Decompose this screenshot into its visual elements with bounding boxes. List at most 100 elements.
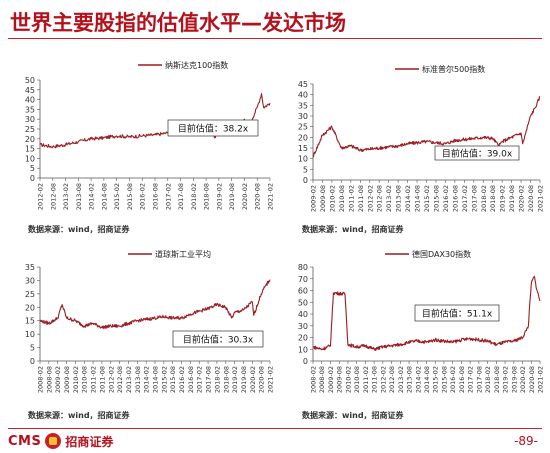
x-tick-label: 2017-02 [467, 366, 475, 393]
x-tick-label: 2014-02 [88, 183, 96, 210]
source-note-1: 数据来源：wind，招商证券 [302, 225, 404, 234]
x-tick-label: 2016-02 [442, 185, 450, 212]
chart-dow-jones: 0 5 10 15 20 25 30 35 2008-02 2008-08 2009-02 2009-… [8, 245, 278, 405]
brand-logo: CMS 招商证券 [8, 432, 113, 450]
chart-svg-2: 0 5 10 15 20 25 30 35 2008-02 2008-08 2009-02 2009-… [25, 249, 275, 393]
x-tick-label: 2019-08 [508, 185, 516, 212]
y-tick-label: 40 [298, 310, 308, 319]
x-tick-label: 2018-08 [493, 366, 501, 393]
valuation-label: 目前估值：38.2x [178, 123, 249, 135]
y-tick-label: 20 [298, 133, 308, 142]
x-tick-label: 2009-08 [319, 185, 327, 212]
x-tick-label: 2019-02 [499, 185, 507, 212]
x-tick-label: 2014-08 [414, 185, 422, 212]
x-tick-label: 2010-08 [338, 185, 346, 212]
y-tick-label: 0 [303, 176, 308, 185]
y-tick-label: 5 [303, 165, 308, 174]
y-tick-label: 0 [303, 357, 308, 366]
x-tick-label: 2020-02 [519, 366, 527, 393]
x-tick-label: 2016-08 [458, 366, 466, 393]
y-tick-label: 45 [298, 80, 308, 89]
x-tick-label: 2011-08 [371, 366, 379, 393]
x-tick-label: 2013-08 [406, 366, 414, 393]
x-tick-label: 2015-08 [432, 185, 440, 212]
y-tick-label: 25 [298, 123, 308, 132]
x-tick-label: 2015-08 [126, 183, 134, 210]
y-tick-label: 35 [298, 101, 308, 110]
page-title: 世界主要股指的估值水平—发达市场 [10, 11, 346, 35]
y-tick-label: 60 [298, 287, 308, 296]
y-tick-label: 20 [298, 334, 308, 343]
x-tick-label: 2020-02 [241, 183, 249, 210]
chart-sp500: 0 5 10 15 20 25 30 35 40 45 2009-02 2009-08 2010-02 2… [285, 62, 547, 222]
x-tick-label: 2016-08 [152, 183, 160, 210]
x-tick-label: 2012-02 [37, 183, 45, 210]
y-tick-label: 0 [30, 174, 35, 183]
y-tick-label: 10 [298, 345, 308, 354]
x-tick-label: 2014-02 [404, 185, 412, 212]
x-tick-label: 2013-02 [125, 366, 133, 393]
y-tick-label: 30 [25, 276, 35, 285]
legend-label: 道琼斯工业平均 [155, 249, 211, 259]
x-tick-label: 2020-08 [254, 183, 262, 210]
x-tick-label: 2019-08 [228, 183, 236, 210]
x-tick-label: 2008-02 [310, 366, 318, 393]
y-tick-label: 10 [298, 155, 308, 164]
x-tick-label: 2021-02 [537, 366, 545, 393]
valuation-box [172, 330, 264, 348]
valuation-box [167, 119, 259, 137]
y-tick-label: 15 [298, 144, 308, 153]
x-tick-label: 2015-02 [423, 185, 431, 212]
legend-label: 纳斯达克100指数 [165, 60, 228, 70]
x-tick-label: 2016-08 [187, 366, 195, 393]
x-tick-label: 2013-02 [397, 366, 405, 393]
x-tick-label: 2017-08 [177, 183, 185, 210]
x-tick-label: 2012-08 [49, 183, 57, 210]
y-tick-label: 10 [25, 330, 35, 339]
x-tick-label: 2012-02 [366, 185, 374, 212]
x-tick-label: 2019-02 [231, 366, 239, 393]
y-tick-label: 20 [25, 135, 35, 144]
y-tick-label: 0 [30, 357, 35, 366]
x-tick-label: 2010-02 [72, 366, 80, 393]
y-tick-label: 15 [25, 317, 35, 326]
y-tick-label: 25 [25, 290, 35, 299]
series-line [312, 96, 541, 158]
footer-rule [8, 428, 542, 429]
y-tick-label: 50 [298, 298, 308, 307]
source-note-3: 数据来源：wind，招商证券 [302, 411, 404, 420]
x-tick-label: 2019-02 [215, 183, 223, 210]
y-tick-label: 70 [298, 275, 308, 284]
x-tick-label: 2013-02 [62, 183, 70, 210]
x-tick-label: 2013-08 [75, 183, 83, 210]
y-tick-label: 5 [30, 164, 35, 173]
x-tick-label: 2018-02 [190, 183, 198, 210]
x-tick-label: 2015-08 [440, 366, 448, 393]
x-tick-label: 2011-02 [347, 185, 355, 212]
x-tick-label: 2010-02 [328, 185, 336, 212]
brand-emblem-icon [45, 433, 62, 449]
chart-nasdaq100: 0 5 10 15 20 25 30 35 40 45 50 2012-02 2012-08 2013-0… [8, 58, 278, 223]
x-tick-label: 2012-08 [376, 185, 384, 212]
x-tick-label: 2012-02 [379, 366, 387, 393]
x-tick-label: 2008-08 [318, 366, 326, 393]
x-tick-label: 2018-02 [484, 366, 492, 393]
x-tick-label: 2016-02 [178, 366, 186, 393]
x-tick-label: 2019-02 [502, 366, 510, 393]
x-tick-label: 2014-08 [100, 183, 108, 210]
x-tick-label: 2011-08 [357, 185, 365, 212]
brand-name-text: 招商证券 [65, 434, 114, 449]
x-tick-label: 2018-08 [203, 183, 211, 210]
x-tick-label: 2009-02 [54, 366, 62, 393]
y-tick-label: 50 [25, 76, 35, 85]
x-tick-label: 2012-08 [116, 366, 124, 393]
x-tick-label: 2008-08 [45, 366, 53, 393]
y-tick-label: 30 [25, 115, 35, 124]
x-tick-label: 2018-08 [222, 366, 230, 393]
x-tick-label: 2011-08 [98, 366, 106, 393]
x-tick-label: 2018-02 [480, 185, 488, 212]
y-tick-label: 30 [298, 322, 308, 331]
